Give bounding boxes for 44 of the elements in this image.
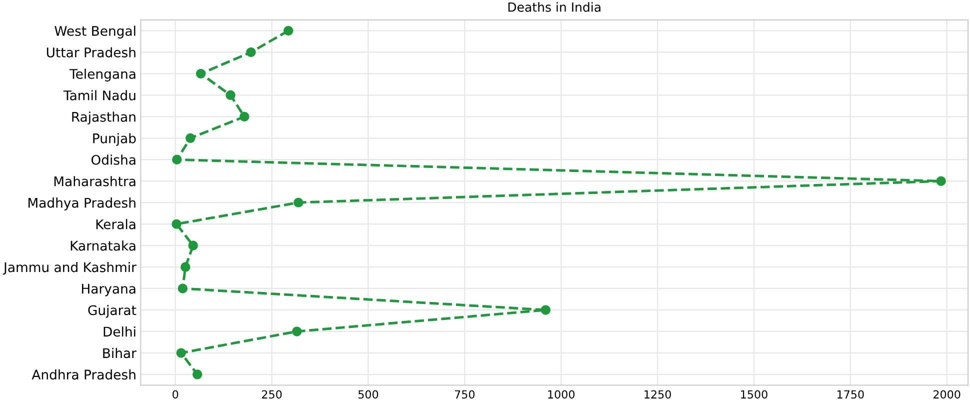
y-tick-label: Uttar Pradesh [46, 47, 136, 58]
x-tick-label: 250 [262, 390, 282, 399]
y-tick-label: Madhya Pradesh [28, 198, 136, 210]
y-tick-label: Andhra Pradesh [32, 369, 136, 380]
y-tick-label: Karnataka [70, 240, 136, 251]
point [172, 154, 182, 164]
point [226, 90, 236, 100]
y-tick-label: Jammu and Kashmir [2, 262, 136, 275]
y-tick-label: Punjab [93, 133, 136, 146]
point [936, 176, 946, 186]
x-tick-label: 500 [358, 390, 378, 399]
y-tick-label: Rajasthan [72, 112, 136, 124]
point [180, 262, 190, 272]
point [284, 26, 294, 36]
y-tick-label: Maharashtra [54, 176, 136, 186]
point [292, 326, 302, 336]
y-tick-label: Telengana [69, 68, 136, 82]
y-tick-label: Bihar [103, 348, 136, 358]
point [196, 68, 206, 79]
y-tick-label: Haryana [82, 284, 136, 296]
point [172, 219, 182, 229]
x-tick-label: 1500 [741, 390, 768, 399]
chart-title: Deaths in India [508, 2, 600, 12]
point [246, 47, 256, 58]
x-tick-label: 0 [172, 390, 178, 399]
y-tick-label: West Bengal [54, 26, 136, 38]
y-tick-label: Gujarat [88, 304, 136, 318]
point [192, 370, 202, 380]
point [540, 305, 551, 315]
y-tick-label: Kerala [96, 219, 136, 230]
x-tick-label: 2000 [934, 390, 960, 399]
x-tick-label: 1750 [837, 390, 864, 399]
point [294, 198, 304, 208]
x-tick-label: 1000 [548, 390, 575, 399]
y-tick-label: Delhi [104, 326, 136, 337]
x-tick-label: 1250 [644, 390, 671, 399]
point [176, 348, 186, 358]
point [188, 240, 198, 250]
point [178, 284, 188, 294]
y-tick-label: Odisha [91, 154, 136, 165]
point [186, 133, 196, 143]
y-tick-label: Tamil Nadu [63, 90, 136, 100]
x-tick-label: 750 [454, 390, 475, 399]
point [240, 112, 250, 122]
